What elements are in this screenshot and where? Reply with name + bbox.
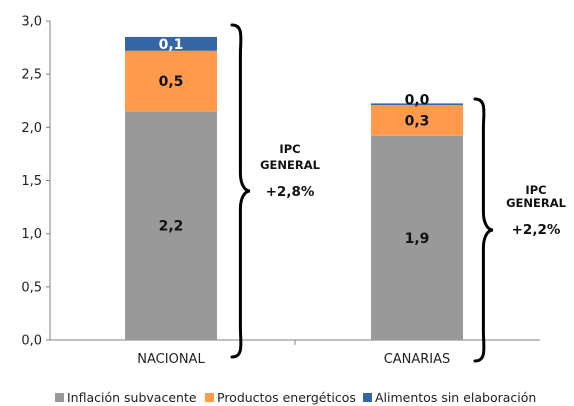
y-tick-label: 0,0 bbox=[21, 334, 42, 349]
legend-swatch bbox=[363, 393, 372, 402]
legend-label: Productos energéticos bbox=[217, 390, 356, 405]
y-tick-label: 3,0 bbox=[21, 15, 42, 30]
legend-label: Inflación subvacente bbox=[67, 390, 197, 405]
ipc-value: +2,2% bbox=[512, 222, 561, 238]
ipc-label: IPC bbox=[525, 183, 546, 197]
ipc-label: GENERAL bbox=[260, 158, 321, 172]
legend-swatch bbox=[55, 393, 64, 402]
bar-segment bbox=[125, 36, 217, 51]
data-label: 2,2 bbox=[159, 219, 184, 235]
y-tick-label: 2,5 bbox=[21, 68, 42, 83]
ipc-label: IPC bbox=[279, 142, 300, 156]
y-tick-label: 0,5 bbox=[21, 280, 42, 295]
bar-segment bbox=[371, 103, 463, 106]
bar-segment bbox=[371, 105, 463, 136]
curly-brace bbox=[473, 97, 494, 363]
data-label: 0,3 bbox=[405, 113, 430, 129]
data-label: 0,1 bbox=[159, 37, 184, 53]
ipc-value: +2,8% bbox=[266, 184, 315, 200]
x-category-label: NACIONAL bbox=[137, 352, 205, 367]
x-category-label: CANARIAS bbox=[384, 352, 451, 367]
data-label: 0,5 bbox=[159, 74, 184, 90]
data-label: 0,0 bbox=[405, 92, 430, 108]
y-tick-label: 2,0 bbox=[21, 121, 42, 136]
y-tick-label: 1,5 bbox=[21, 174, 42, 189]
y-tick-label: 1,0 bbox=[21, 227, 42, 242]
data-label: 1,9 bbox=[405, 231, 430, 247]
bar-segment bbox=[125, 50, 217, 112]
curly-brace bbox=[230, 23, 251, 359]
bar-segment bbox=[371, 135, 463, 340]
legend-label: Alimentos sin elaboración bbox=[375, 390, 536, 405]
ipc-label: GENERAL bbox=[506, 196, 567, 210]
legend-swatch bbox=[205, 393, 214, 402]
bar-segment bbox=[125, 111, 217, 340]
